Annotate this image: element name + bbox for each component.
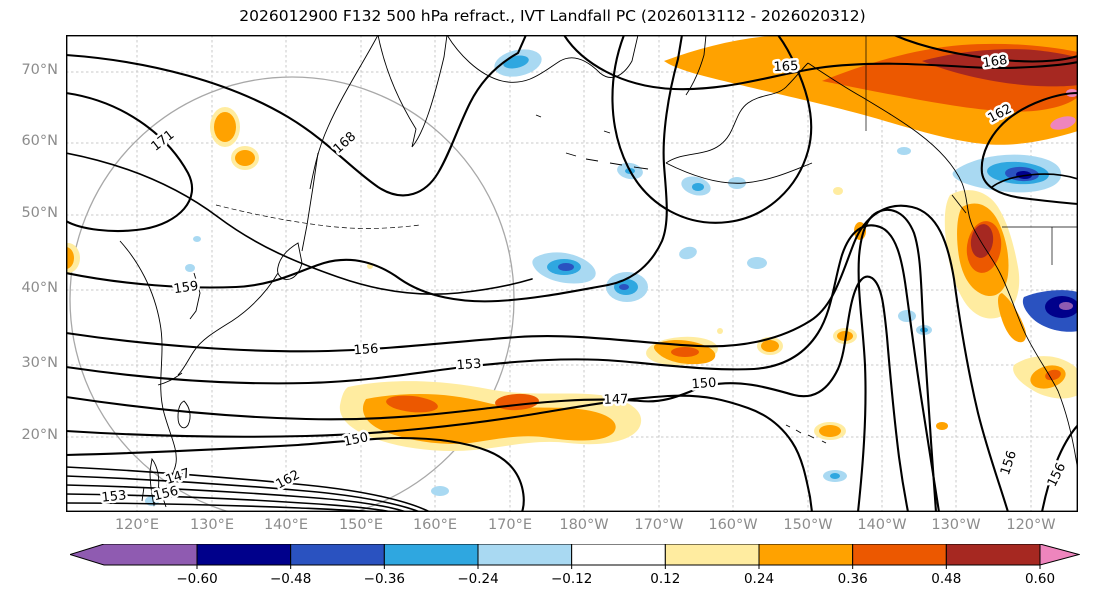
- map-panel: 171 168 165 168 162 159 156 153 147 150 150 162 147 1…: [66, 35, 1078, 512]
- shading-region: [998, 293, 1026, 343]
- shading-region: [897, 147, 911, 155]
- colorbar-tick-label: −0.36: [364, 571, 405, 587]
- shading-region: [619, 284, 629, 290]
- shading-region: [898, 310, 916, 322]
- colorbar-tick-label: −0.48: [270, 571, 311, 587]
- colorbar-tick-label: 0.48: [931, 571, 961, 587]
- shading-region: [185, 264, 195, 272]
- colorbar-tick-label: 0.12: [650, 571, 680, 587]
- lon-tick-label: 150°E: [338, 517, 384, 533]
- lat-tick-label: 50°N: [21, 205, 58, 221]
- shading-region: [717, 328, 723, 334]
- lon-tick-label: 120°W: [1006, 517, 1056, 533]
- shading-region: [830, 473, 840, 479]
- colorbar-cell: [852, 543, 947, 566]
- colorbar-cell: [758, 543, 854, 566]
- shading-region: [1050, 116, 1076, 130]
- colorbar-canvas: −0.60 −0.48 −0.36 −0.24 −0.12 0.12 0.24 0.36 0.4…: [68, 543, 1081, 587]
- colorbar-tick-label: −0.60: [176, 571, 217, 587]
- lat-tick-label: 60°N: [21, 133, 58, 149]
- contour-label: 150: [691, 376, 717, 393]
- contour-label: 159: [173, 279, 200, 297]
- shading-region: [833, 187, 843, 195]
- map-border: [66, 35, 1078, 512]
- lon-tick-label: 160°E: [412, 517, 458, 533]
- lat-tick-label: 30°N: [21, 355, 58, 371]
- contour-label: 165: [773, 59, 799, 75]
- lat-tick-label: 40°N: [21, 280, 58, 296]
- chart-title: 2026012900 F132 500 hPa refract., IVT La…: [239, 7, 866, 25]
- contour-label: 168: [982, 53, 1009, 71]
- colorbar-cell: [664, 543, 760, 566]
- lon-tick-label: 130°E: [189, 517, 235, 533]
- colorbar-cell: [383, 543, 479, 566]
- contour-label: 153: [456, 357, 482, 374]
- colorbar: −0.60 −0.48 −0.36 −0.24 −0.12 0.12 0.24 0.36 0.4…: [68, 543, 1081, 593]
- colorbar-cell: [571, 543, 666, 566]
- shading-region: [970, 224, 994, 258]
- colorbar-cell: [945, 543, 1041, 566]
- shading-region: [1059, 302, 1073, 310]
- colorbar-tick-label: 0.36: [838, 571, 868, 587]
- lon-tick-label: 130°W: [931, 517, 981, 533]
- shading-region: [679, 246, 697, 260]
- latitude-axis: 70°N 60°N 50°N 40°N 30°N 20°N: [0, 0, 58, 604]
- lon-tick-label: 180°W: [559, 517, 609, 533]
- shading-region: [747, 257, 767, 269]
- lon-tick-label: 170°E: [487, 517, 533, 533]
- lon-tick-label: 140°E: [263, 517, 309, 533]
- contour-label: 153: [101, 488, 127, 506]
- shading-region: [214, 112, 236, 142]
- shading-region: [936, 422, 948, 430]
- colorbar-cell: [196, 543, 292, 566]
- shading-region: [193, 236, 201, 242]
- coastlines: [119, 35, 1078, 508]
- contour-label: 147: [603, 392, 628, 408]
- colorbar-over-arrow: [1039, 543, 1081, 566]
- colorbar-tick-label: −0.12: [551, 571, 592, 587]
- shading-region: [1045, 369, 1061, 381]
- lon-tick-label: 150°W: [783, 517, 833, 533]
- shading-region: [692, 183, 704, 191]
- shading-region: [671, 347, 699, 357]
- lon-tick-label: 120°E: [114, 517, 160, 533]
- shading-region: [761, 340, 779, 352]
- colorbar-tick-label: 0.60: [1025, 571, 1055, 587]
- lat-tick-label: 70°N: [21, 62, 58, 78]
- shading-region: [386, 395, 438, 413]
- lon-tick-label: 170°W: [634, 517, 684, 533]
- colorbar-under-arrow: [68, 543, 198, 566]
- lat-tick-label: 20°N: [21, 427, 58, 443]
- colorbar-cell: [477, 543, 573, 566]
- shading-region: [431, 486, 449, 496]
- colorbar-tick-label: −0.24: [457, 571, 498, 587]
- lon-tick-label: 140°W: [857, 517, 907, 533]
- lon-tick-label: 160°W: [708, 517, 758, 533]
- shading-region: [235, 150, 255, 166]
- shading-region: [558, 263, 574, 271]
- shading-region: [819, 425, 841, 437]
- contour-label: 156: [353, 342, 379, 359]
- colorbar-cell: [290, 543, 385, 566]
- colorbar-tick-label: 0.24: [744, 571, 774, 587]
- shading-region: [66, 247, 74, 269]
